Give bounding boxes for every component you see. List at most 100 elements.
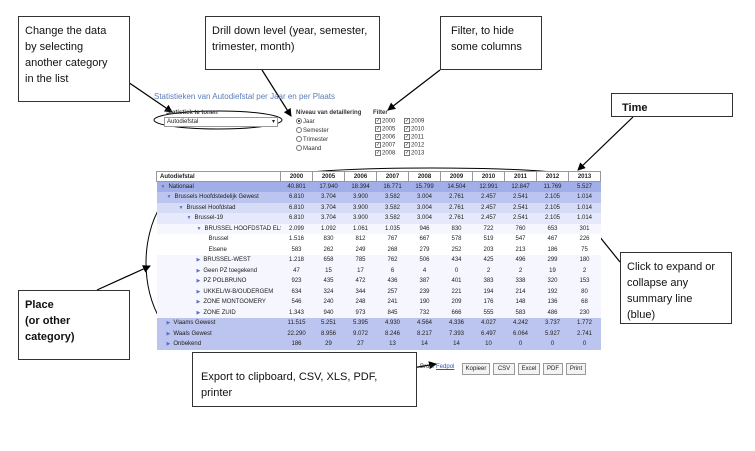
- column-header-year[interactable]: 2010: [472, 171, 505, 182]
- level-radio-semester[interactable]: Semester: [296, 127, 329, 135]
- filter-checkbox-2013[interactable]: ✓ 2013: [404, 150, 424, 158]
- level-radio-year[interactable]: Jaar: [296, 118, 315, 126]
- expand-icon[interactable]: ▶: [196, 278, 201, 285]
- value-cell: 0: [504, 339, 537, 350]
- expand-icon[interactable]: ▶: [166, 330, 171, 337]
- expand-icon[interactable]: ▶: [166, 341, 171, 348]
- row-label-cell: ▶ Geen PZ toegekend: [156, 265, 281, 276]
- print-button[interactable]: Print: [566, 363, 586, 375]
- value-cell: 3.900: [344, 213, 377, 224]
- table-row[interactable]: ▶ ZONE MONTGOMERY 546 240 248 241 190 209 176 148…: [156, 297, 601, 308]
- excel-button[interactable]: Excel: [518, 363, 540, 375]
- level-radio-trimester[interactable]: Trimester: [296, 136, 328, 144]
- callout-expand: Click to expand or collapse any summary …: [620, 252, 732, 324]
- value-cell: 401: [440, 276, 473, 287]
- column-header-year[interactable]: 2013: [568, 171, 601, 182]
- table-row[interactable]: ▶ Geen PZ toegekend 47 15 17 6 4 0 2 2 19 2: [156, 265, 601, 276]
- collapse-icon[interactable]: ▼: [178, 204, 184, 211]
- callout-filter: Filter, to hide some columns: [440, 16, 542, 70]
- value-cell: 0: [440, 265, 473, 276]
- level-radio-month[interactable]: Maand: [296, 145, 321, 153]
- value-cell: 1.014: [568, 192, 601, 203]
- value-cell: 2.541: [504, 202, 537, 213]
- filter-checkbox-2009[interactable]: ✓ 2009: [404, 118, 424, 126]
- table-row[interactable]: ▶ Waals Gewest 22.290 8.956 9.072 8.246 8.217 7…: [156, 328, 601, 339]
- value-cell: 4.336: [440, 318, 473, 329]
- value-cell: 1.014: [568, 202, 601, 213]
- value-cell: 2.105: [536, 213, 569, 224]
- row-label-cell: ▶ Onbekend: [156, 339, 281, 350]
- value-cell: 6.497: [472, 328, 505, 339]
- callout-drill-down: Drill down level (year, semester, trimes…: [205, 16, 380, 70]
- expand-icon[interactable]: ▶: [196, 309, 201, 316]
- value-cell: 830: [312, 234, 345, 245]
- expand-icon[interactable]: ▶: [196, 257, 201, 264]
- stat-select[interactable]: Autodiefstal ▾: [164, 117, 278, 127]
- column-header-year[interactable]: 2000: [280, 171, 313, 182]
- column-header-year[interactable]: 2008: [408, 171, 441, 182]
- check-icon: ✓: [404, 150, 410, 156]
- row-label: Brussel Hoofdstad: [186, 204, 236, 211]
- pdf-button[interactable]: PDF: [543, 363, 563, 375]
- column-header-year[interactable]: 2009: [440, 171, 473, 182]
- table-row[interactable]: ▼BRUSSEL HOOFDSTAD ELSENE2.0991.0921.061…: [156, 223, 601, 234]
- table-row[interactable]: ▶ ZONE ZUID 1.343 940 973 845 732 666 555 583 486 2…: [156, 307, 601, 318]
- table-row[interactable]: ▼ Nationaal 40.801 17.940 18.394 16.771 15.799…: [156, 181, 601, 192]
- value-cell: 1.343: [280, 307, 313, 318]
- level-label: Niveau van detaillering: [296, 110, 362, 116]
- callout-export: Export to clipboard, CSV, XLS, PDF, prin…: [192, 352, 417, 407]
- table-row[interactable]: ▶ Onbekend 186 29 27 13 14 14 10 0 0 0: [156, 339, 601, 350]
- filter-checkbox-2008[interactable]: ✓ 2008: [375, 150, 395, 158]
- value-cell: 11.769: [536, 181, 569, 192]
- expand-icon[interactable]: ▶: [196, 288, 201, 295]
- filter-checkbox-2005[interactable]: ✓ 2005: [375, 126, 395, 134]
- value-cell: 6: [376, 265, 409, 276]
- column-header-year[interactable]: 2005: [312, 171, 345, 182]
- filter-checkbox-2012[interactable]: ✓ 2012: [404, 142, 424, 150]
- filter-year: 2008: [382, 150, 396, 157]
- check-icon: ✓: [404, 134, 410, 140]
- copy-button[interactable]: Kopieer: [462, 363, 490, 375]
- value-cell: 3.704: [312, 192, 345, 203]
- value-cell: 2: [568, 265, 601, 276]
- collapse-icon[interactable]: ▼: [166, 194, 172, 201]
- table-row: Elsene 583 262 249 268 279 252 203 213 186 75: [156, 244, 601, 255]
- value-cell: 268: [376, 244, 409, 255]
- value-cell: 2.457: [472, 213, 505, 224]
- table-row[interactable]: ▼ Brussels Hoofdstedelijk Gewest 6.810 3.70…: [156, 192, 601, 203]
- expand-icon[interactable]: ▶: [166, 320, 171, 327]
- table-row[interactable]: ▶ PZ POLBRUNO 923 435 472 436 387 401 383 338 320 1…: [156, 276, 601, 287]
- value-cell: 47: [280, 265, 313, 276]
- column-header-year[interactable]: 2011: [504, 171, 537, 182]
- value-cell: 186: [536, 244, 569, 255]
- value-cell: 666: [440, 307, 473, 318]
- expand-icon[interactable]: ▶: [196, 299, 201, 306]
- column-header-year[interactable]: 2006: [344, 171, 377, 182]
- column-header-year[interactable]: 2007: [376, 171, 409, 182]
- value-cell: 240: [312, 297, 345, 308]
- filter-checkbox-2010[interactable]: ✓ 2010: [404, 126, 424, 134]
- column-header-category[interactable]: Autodiefstal: [156, 171, 281, 182]
- row-label: Brussels Hoofdstedelijk Gewest: [174, 194, 259, 201]
- value-cell: 583: [504, 307, 537, 318]
- value-cell: 301: [568, 223, 601, 234]
- collapse-icon[interactable]: ▼: [196, 225, 202, 232]
- table-row[interactable]: ▶ BRUSSEL-WEST 1.218 658 785 762 506 434 425 496 2…: [156, 255, 601, 266]
- csv-button[interactable]: CSV: [493, 363, 515, 375]
- column-header-year[interactable]: 2012: [536, 171, 569, 182]
- table-row[interactable]: ▶ UKKEL/W-B/OUDERGEM 634 324 344 257 239 221 194…: [156, 286, 601, 297]
- filter-checkbox-2006[interactable]: ✓ 2006: [375, 134, 395, 142]
- expand-icon[interactable]: ▶: [196, 267, 201, 274]
- value-cell: 344: [344, 286, 377, 297]
- collapse-icon[interactable]: ▼: [186, 215, 192, 222]
- table-row[interactable]: ▼ Brussel-19 6.810 3.704 3.900 3.582 3.004 2.76…: [156, 213, 601, 224]
- filter-checkbox-2011[interactable]: ✓ 2011: [404, 134, 424, 142]
- collapse-icon[interactable]: ▼: [160, 184, 166, 190]
- row-label: Brussel-19: [194, 215, 224, 222]
- source-link[interactable]: Fedpol: [436, 364, 455, 370]
- table-row[interactable]: ▼ Brussel Hoofdstad 6.810 3.704 3.900 3.582 3.…: [156, 202, 601, 213]
- filter-checkbox-2007[interactable]: ✓ 2007: [375, 142, 395, 150]
- filter-checkbox-2000[interactable]: ✓ 2000: [375, 118, 395, 126]
- table-row[interactable]: ▶ Vlaams Gewest 11.515 5.251 5.395 4.930 4.564…: [156, 318, 601, 329]
- value-cell: 812: [344, 234, 377, 245]
